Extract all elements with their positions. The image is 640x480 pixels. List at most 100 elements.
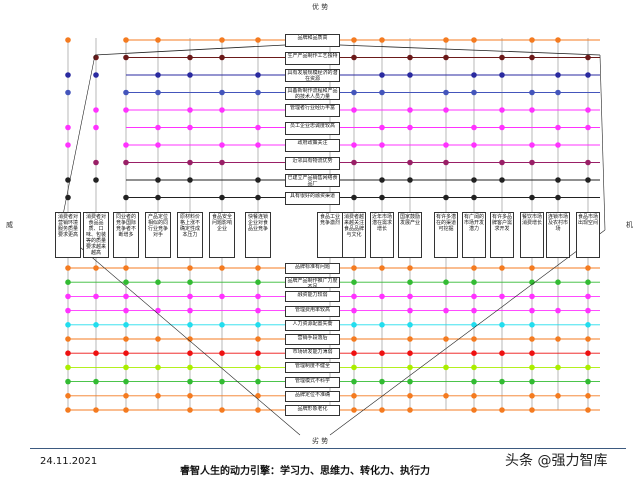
node-dot (379, 194, 385, 201)
node-dot (351, 336, 357, 342)
node-dot (443, 107, 449, 113)
node-dot (123, 159, 129, 166)
node-dot (471, 142, 477, 148)
node-dot (585, 393, 591, 399)
node-dot (471, 364, 477, 371)
node-dot (379, 177, 385, 183)
node-dot (585, 279, 591, 286)
node-dot (255, 194, 261, 201)
node-dot (379, 265, 385, 271)
node-dot (379, 407, 385, 413)
node-dot (187, 107, 193, 113)
node-dot (155, 364, 161, 371)
node-dot (65, 72, 71, 78)
node-dot (585, 159, 591, 166)
node-dot (443, 393, 449, 399)
node-dot (219, 378, 225, 385)
strength-item: 已建立产品销售网络食品厂 (285, 174, 340, 187)
node-dot (65, 336, 71, 342)
threat-item: 同业者的竞争国际竞争者不断增多 (113, 212, 139, 258)
node-dot (407, 364, 413, 371)
node-dot (407, 322, 413, 328)
node-dot (499, 107, 505, 113)
node-dot (93, 72, 99, 78)
node-dot (351, 54, 357, 61)
node-dot (407, 124, 413, 131)
node-dot (219, 142, 225, 148)
node-dot (255, 393, 261, 399)
node-dot (65, 322, 71, 328)
node-dot (219, 265, 225, 271)
node-dot (407, 407, 413, 413)
node-dot (471, 177, 477, 183)
node-dot (499, 293, 505, 300)
node-dot (219, 293, 225, 300)
weakness-item: 品牌标准有问题 (285, 263, 340, 274)
node-dot (123, 336, 129, 342)
node-dot (219, 350, 225, 357)
weakness-item: 管理制度不健全 (285, 362, 340, 374)
opportunity-item: 食品市场出现空间 (576, 212, 600, 258)
node-dot (255, 336, 261, 342)
threat-item: 消费者对食品品质、口味、包装等的质量要求越来越高 (83, 212, 109, 258)
node-dot (529, 364, 535, 371)
node-dot (443, 336, 449, 342)
node-dot (219, 159, 225, 166)
weakness-item: 品牌形象老化 (285, 405, 340, 416)
node-dot (219, 194, 225, 201)
node-dot (585, 293, 591, 300)
node-dot (351, 293, 357, 300)
node-dot (585, 124, 591, 131)
opportunity-item: 餐饮市场消费增长 (520, 212, 544, 258)
node-dot (255, 322, 261, 328)
node-dot (379, 350, 385, 357)
node-dot (351, 107, 357, 113)
node-dot (155, 177, 161, 183)
node-dot (123, 307, 129, 314)
node-dot (351, 89, 357, 96)
node-dot (471, 293, 477, 300)
opportunity-item: 有广阔的市场开发潜力 (462, 212, 486, 258)
node-dot (123, 279, 129, 286)
node-dot (255, 293, 261, 300)
node-dot (471, 89, 477, 96)
node-dot (93, 293, 99, 300)
node-dot (187, 307, 193, 314)
node-dot (499, 350, 505, 357)
node-dot (471, 307, 477, 314)
node-dot (555, 72, 561, 78)
node-dot (187, 124, 193, 131)
node-dot (379, 378, 385, 385)
node-dot (585, 177, 591, 183)
node-dot (585, 378, 591, 385)
node-dot (351, 407, 357, 413)
node-dot (351, 322, 357, 328)
strength-item: 生产产品制作工艺独特 (285, 51, 340, 65)
node-dot (65, 378, 71, 385)
node-dot (123, 350, 129, 357)
node-dot (255, 124, 261, 131)
node-dot (471, 393, 477, 399)
node-dot (407, 72, 413, 78)
axis-right-label: 机 (626, 221, 633, 229)
node-dot (555, 194, 561, 201)
weakness-item: 营销手段落后 (285, 334, 340, 345)
node-dot (407, 293, 413, 300)
node-dot (407, 54, 413, 61)
node-dot (93, 159, 99, 166)
node-dot (187, 393, 193, 399)
strength-item: 管理者行业经历丰富 (285, 104, 340, 117)
node-dot (65, 265, 71, 271)
node-dot (123, 142, 129, 148)
opportunity-item: 近年市场潜在需求增长 (370, 212, 394, 258)
opportunity-item: 消费者越来越关注食品品牌与文化 (342, 212, 366, 258)
node-dot (123, 265, 129, 271)
node-dot (585, 364, 591, 371)
node-dot (255, 89, 261, 96)
weakness-item: 融资能力较弱 (285, 291, 340, 303)
node-dot (255, 142, 261, 148)
threat-item: 消费者对营销环境服务质量要求更高 (55, 212, 81, 258)
node-dot (443, 279, 449, 286)
node-dot (93, 322, 99, 328)
